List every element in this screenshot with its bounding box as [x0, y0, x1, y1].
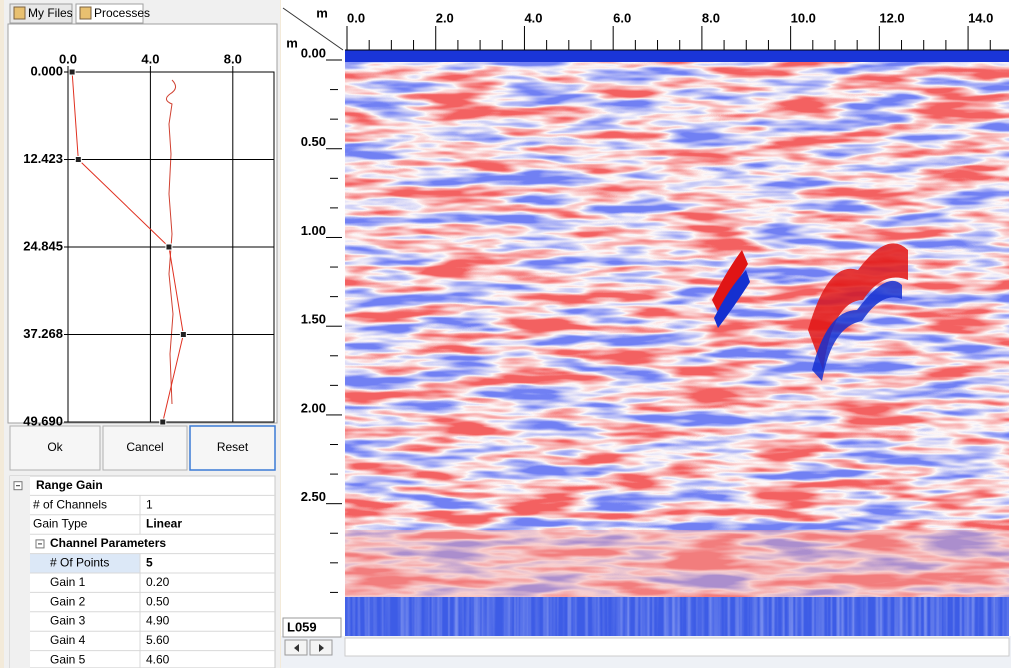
gain-point[interactable]: [68, 68, 76, 76]
y-tick-label: 2.00: [301, 400, 326, 415]
x-tick-label: 12.0: [879, 10, 904, 25]
gain-point[interactable]: [159, 418, 167, 426]
property-name: # Of Points: [50, 555, 109, 569]
x-tick-label: 4.0: [524, 10, 542, 25]
button[interactable]: [189, 425, 276, 471]
property-name: Gain Type: [33, 517, 88, 531]
y-tick-label: 1.00: [301, 223, 326, 238]
tab-icon: [79, 6, 92, 20]
reflector-blue-2: [714, 270, 750, 328]
y-unit: m: [286, 35, 298, 50]
bottom-stripes: [345, 597, 1009, 636]
property-value: 4.60: [146, 652, 170, 666]
property-value: 4.90: [146, 614, 170, 628]
button-label[interactable]: Cancel: [126, 440, 163, 454]
tab-label[interactable]: My Files: [28, 6, 73, 20]
reflector-red: [808, 243, 908, 370]
property-name: # of Channels: [33, 497, 107, 511]
x-tick-label: 0.0: [347, 10, 365, 25]
property-name: Gain 2: [50, 594, 86, 608]
gain-editor: [7, 23, 278, 424]
property-value: 5.60: [146, 633, 170, 647]
property-value: 0.50: [146, 594, 170, 608]
property-name: Gain 1: [50, 575, 86, 589]
y-tick-label: 0.000: [30, 63, 63, 78]
button-label[interactable]: Reset: [217, 440, 249, 454]
x-tick-label: 8.0: [224, 51, 242, 66]
y-tick-label: 49.690: [23, 413, 63, 428]
y-tick-label: 37.268: [23, 326, 63, 341]
property-value: 1: [146, 497, 153, 511]
tab-label[interactable]: Processes: [94, 6, 150, 20]
surface-band: [345, 50, 1009, 62]
y-tick-label: 0.00: [301, 45, 326, 60]
y-tick-label: 0.50: [301, 134, 326, 149]
x-tick-label: 14.0: [968, 10, 993, 25]
button-label[interactable]: Ok: [47, 440, 63, 454]
button[interactable]: [102, 425, 188, 471]
y-tick-label: 24.845: [23, 238, 63, 253]
scrollbar[interactable]: [344, 637, 1010, 657]
property-name: Gain 5: [50, 652, 86, 666]
line-name: L059: [287, 619, 317, 634]
y-tick-label: 12.423: [23, 151, 63, 166]
grid-gutter: [10, 476, 30, 668]
radargram-pink: [345, 530, 1009, 597]
x-tick-label: 10.0: [791, 10, 816, 25]
x-tick-label: 6.0: [613, 10, 631, 25]
x-tick-label: 2.0: [436, 10, 454, 25]
row-highlight: [30, 553, 140, 573]
y-tick-label: 2.50: [301, 489, 326, 504]
reflector-red-2: [712, 250, 748, 312]
radargram-blue: [345, 62, 1009, 597]
x-unit: m: [316, 5, 328, 20]
gain-point[interactable]: [74, 156, 82, 164]
radargram-image: [345, 50, 1009, 636]
tab-icon: [13, 6, 26, 20]
x-tick-label: 8.0: [702, 10, 720, 25]
property-value: Linear: [146, 517, 182, 531]
property-value: 5: [146, 555, 153, 569]
x-tick-label: 0.0: [59, 51, 77, 66]
subsection-title: Channel Parameters: [50, 536, 166, 550]
button[interactable]: [9, 425, 101, 471]
section-title: Range Gain: [36, 478, 103, 492]
gain-point[interactable]: [179, 331, 187, 339]
property-value: 0.20: [146, 575, 170, 589]
y-tick-label: 1.50: [301, 312, 326, 327]
property-name: Gain 3: [50, 614, 86, 628]
corner-diagonal: [282, 7, 344, 51]
x-tick-label: 4.0: [141, 51, 159, 66]
line-label-box: [282, 617, 342, 638]
signal-trace: [166, 79, 176, 405]
reflector-blue: [812, 280, 902, 381]
property-name: Gain 4: [50, 633, 86, 647]
tab[interactable]: [75, 3, 144, 24]
gain-point[interactable]: [165, 243, 173, 251]
